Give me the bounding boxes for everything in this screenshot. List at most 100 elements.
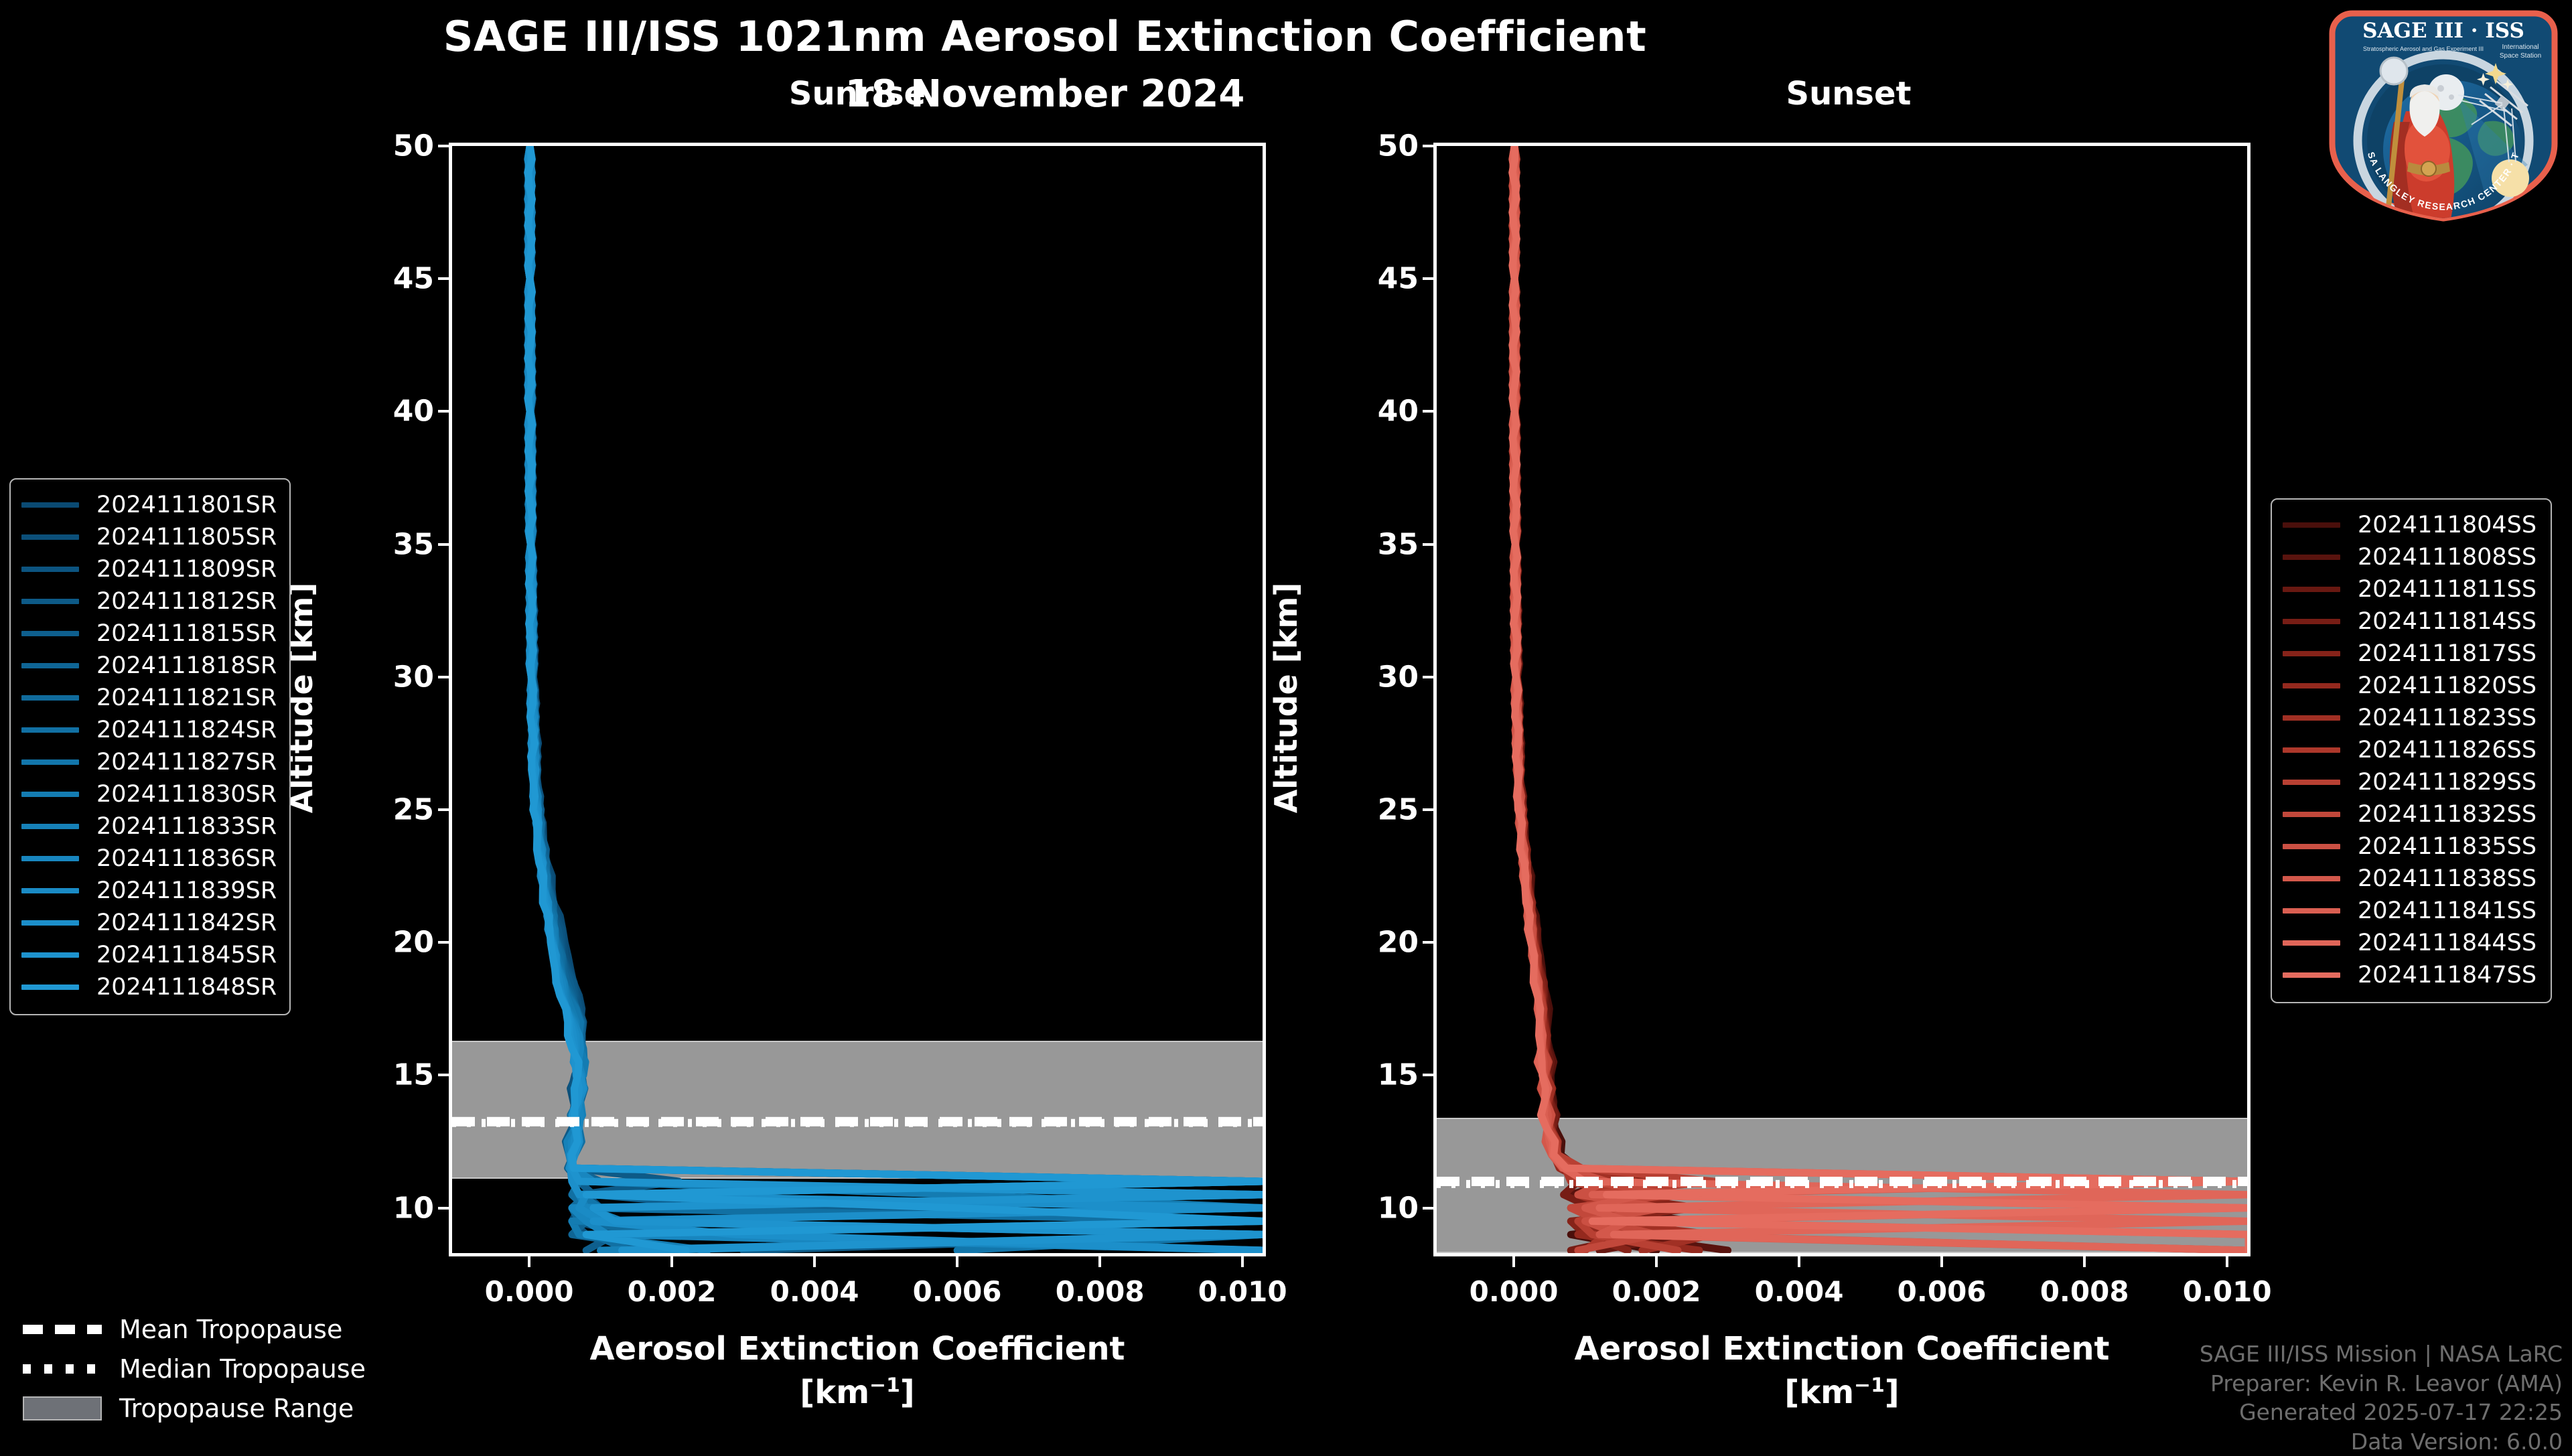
legend-color-swatch	[21, 759, 79, 765]
legend-color-swatch	[2283, 683, 2340, 688]
legend-sunrise-label: 2024111805SR	[96, 524, 277, 551]
ytick-mark-sr	[438, 1074, 449, 1077]
ytick-label-sr: 25	[392, 792, 434, 827]
x-unit-close: ]	[1884, 1374, 1900, 1411]
legend-sunrise-item[interactable]: 2024111848SR	[21, 971, 279, 1003]
credits-line-preparer: Preparer: Kevin R. Leavor (AMA)	[2210, 1370, 2563, 1396]
legend-sunrise-item[interactable]: 2024111809SR	[21, 553, 279, 585]
ytick-label-ss: 15	[1377, 1058, 1419, 1092]
plot-panel-sunrise	[449, 143, 1266, 1256]
profile-line	[524, 146, 1263, 1253]
legend-sunrise-item[interactable]: 2024111824SR	[21, 714, 279, 746]
legend-sunset-item[interactable]: 2024111844SS	[2283, 927, 2540, 959]
profile-line	[524, 146, 1263, 1253]
profile-line	[1508, 146, 1674, 1253]
legend-sunset-item[interactable]: 2024111811SS	[2283, 573, 2540, 605]
legend-color-swatch	[21, 856, 79, 861]
legend-sunset-item[interactable]: 2024111835SS	[2283, 830, 2540, 863]
legend-sunset-item[interactable]: 2024111823SS	[2283, 702, 2540, 734]
x-unit-exponent: −1	[1854, 1374, 1885, 1397]
legend-sunrise-label: 2024111824SR	[96, 717, 277, 743]
xtick-label-ss: 0.002	[1612, 1275, 1701, 1308]
xtick-mark-sr	[813, 1256, 816, 1267]
legend-color-swatch	[21, 502, 79, 508]
profile-line	[524, 146, 1263, 1253]
legend-color-swatch	[21, 792, 79, 797]
legend-sunrise-label: 2024111815SR	[96, 620, 277, 647]
legend-sunset-item[interactable]: 2024111804SS	[2283, 509, 2540, 541]
credits-line-version: Data Version: 6.0.0	[2350, 1428, 2563, 1455]
legend-sunrise-item[interactable]: 2024111827SR	[21, 746, 279, 778]
legend-sunrise[interactable]: 2024111801SR 2024111805SR 2024111809SR 2024…	[9, 478, 291, 1015]
legend-sunrise-item[interactable]: 2024111836SR	[21, 843, 279, 875]
legend-sunrise-item[interactable]: 2024111830SR	[21, 778, 279, 810]
xtick-label-sr: 0.002	[627, 1275, 717, 1308]
legend-color-swatch	[2283, 908, 2340, 914]
ytick-label-sr: 50	[392, 129, 434, 163]
legend-sunset-label: 2024111832SS	[2358, 801, 2537, 828]
legend-sunrise-item[interactable]: 2024111833SR	[21, 810, 279, 843]
sage-iii-iss-mission-logo: SAGE III · ISS Stratospheric Aerosol and…	[2327, 9, 2560, 222]
legend-sunrise-item[interactable]: 2024111815SR	[21, 617, 279, 650]
legend-sunrise-label: 2024111827SR	[96, 749, 277, 776]
legend-sunrise-item[interactable]: 2024111818SR	[21, 650, 279, 682]
legend-sunset-item[interactable]: 2024111829SS	[2283, 766, 2540, 798]
legend-label-median-tropopause: Median Tropopause	[119, 1354, 366, 1384]
legend-color-swatch	[21, 695, 79, 701]
xtick-mark-ss	[1512, 1256, 1516, 1267]
xtick-mark-sr	[670, 1256, 674, 1267]
ytick-mark-ss	[1423, 1074, 1433, 1077]
legend-sunset-item[interactable]: 2024111820SS	[2283, 670, 2540, 702]
xtick-label-sr: 0.008	[1055, 1275, 1145, 1308]
legend-sunset-label: 2024111817SS	[2358, 640, 2537, 667]
ytick-label-ss: 25	[1377, 792, 1419, 827]
legend-sunset-item[interactable]: 2024111841SS	[2283, 895, 2540, 927]
legend-sunrise-item[interactable]: 2024111812SR	[21, 585, 279, 617]
ytick-label-sr: 30	[392, 660, 434, 695]
legend-sunrise-item[interactable]: 2024111805SR	[21, 521, 279, 553]
legend-sunrise-item[interactable]: 2024111842SR	[21, 907, 279, 939]
axis-label-x-unit-ss: [km−1]	[1433, 1374, 2250, 1411]
legend-sunset-item[interactable]: 2024111817SS	[2283, 638, 2540, 670]
legend-sunrise-label: 2024111842SR	[96, 909, 277, 936]
legend-sunset-item[interactable]: 2024111847SS	[2283, 959, 2540, 991]
plot-curves-sunrise	[452, 146, 1263, 1253]
legend-color-swatch	[2283, 555, 2340, 560]
legend-color-swatch	[2283, 715, 2340, 721]
ytick-mark-ss	[1423, 410, 1433, 413]
ytick-label-ss: 40	[1377, 394, 1419, 429]
legend-sunset[interactable]: 2024111804SS 2024111808SS 2024111811SS 2024…	[2271, 498, 2552, 1003]
ytick-label-sr: 35	[392, 527, 434, 562]
legend-sunset-item[interactable]: 2024111832SS	[2283, 798, 2540, 830]
legend-label-tropopause-range: Tropopause Range	[119, 1393, 354, 1423]
filled-box-icon	[23, 1396, 102, 1421]
panel-title-sunset: Sunset	[1786, 75, 1912, 113]
x-unit-base: [km	[1784, 1374, 1855, 1411]
legend-color-swatch	[21, 631, 79, 636]
legend-sunrise-item[interactable]: 2024111801SR	[21, 489, 279, 521]
legend-color-swatch	[21, 824, 79, 829]
legend-sunrise-item[interactable]: 2024111839SR	[21, 875, 279, 907]
logo-title: SAGE III · ISS	[2362, 19, 2524, 43]
legend-sunset-item[interactable]: 2024111814SS	[2283, 605, 2540, 638]
ytick-mark-sr	[438, 277, 449, 281]
profile-line	[524, 146, 1263, 1253]
ytick-label-ss: 30	[1377, 660, 1419, 695]
legend-sunrise-item[interactable]: 2024111821SR	[21, 682, 279, 714]
legend-color-swatch	[2283, 972, 2340, 978]
legend-sunrise-item[interactable]: 2024111845SR	[21, 939, 279, 971]
legend-sunset-item[interactable]: 2024111826SS	[2283, 734, 2540, 766]
legend-color-swatch	[21, 599, 79, 604]
xtick-label-sr: 0.004	[770, 1275, 859, 1308]
legend-sunset-item[interactable]: 2024111808SS	[2283, 541, 2540, 573]
legend-sunset-label: 2024111804SS	[2358, 512, 2537, 538]
panel-title-sunrise: Sunrise	[788, 75, 926, 113]
ytick-label-ss: 20	[1377, 925, 1419, 960]
axis-label-x-ss: Aerosol Extinction Coefficient	[1574, 1330, 2110, 1368]
xtick-label-ss: 0.008	[2040, 1275, 2129, 1308]
legend-sunset-item[interactable]: 2024111838SS	[2283, 863, 2540, 895]
x-unit-close: ]	[900, 1374, 915, 1411]
profile-line	[524, 146, 1263, 1253]
legend-sunset-label: 2024111826SS	[2358, 737, 2537, 763]
legend-color-swatch	[21, 888, 79, 893]
